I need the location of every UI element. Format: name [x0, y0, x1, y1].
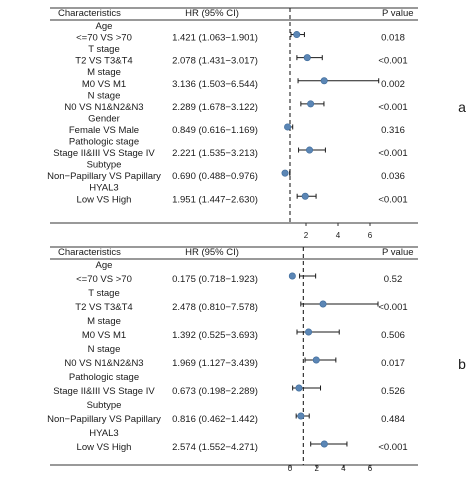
hr-point: [293, 31, 301, 39]
row-p-value: 0.526: [381, 386, 405, 397]
row-p-value: 0.484: [381, 414, 405, 425]
x-tick-label: 2: [314, 464, 319, 473]
forest-panel-b: Characteristics HR (95% CI) P value Age <=70…: [47, 246, 466, 473]
row-comparison-label: Stage II&III VS Stage IV: [53, 386, 155, 397]
row-hr-ci-text: 1.421 (1.063−1.901): [172, 33, 258, 44]
row-hr-ci-text: 0.690 (0.488−0.976): [172, 171, 258, 182]
panel-label: b: [458, 356, 466, 372]
group-label: Pathologic stage: [69, 372, 139, 383]
x-tick-label: 4: [336, 231, 341, 240]
row-comparison-label: N0 VS N1&N2&N3: [64, 358, 143, 369]
row-p-value: <0.001: [378, 56, 407, 67]
x-tick-label: 4: [341, 464, 346, 473]
hr-point: [320, 440, 328, 448]
group-label: Pathologic stage: [69, 137, 139, 148]
row-comparison-label: Low VS High: [77, 194, 132, 205]
row-comparison-label: Non−Papillary VS Papillary: [47, 414, 161, 425]
group-label: HYAL3: [89, 183, 118, 194]
row-comparison-label: <=70 VS >70: [76, 33, 132, 44]
hr-point: [306, 146, 314, 154]
row-hr-ci-text: 2.478 (0.810−7.578): [172, 302, 258, 313]
group-label: HYAL3: [89, 428, 118, 439]
row-hr-ci-text: 0.816 (0.462−1.442): [172, 414, 258, 425]
row-p-value: 0.52: [384, 274, 403, 285]
hr-point: [297, 412, 305, 420]
row-p-value: 0.018: [381, 33, 405, 44]
row-comparison-label: T2 VS T3&T4: [75, 56, 132, 67]
panel-label: a: [458, 99, 466, 115]
hr-point: [312, 356, 320, 364]
group-label: T stage: [88, 288, 120, 299]
group-label: T stage: [88, 44, 120, 55]
row-p-value: 0.506: [381, 330, 405, 341]
row-p-value: <0.001: [378, 148, 407, 159]
row-hr-ci-text: 2.221 (1.535−3.213): [172, 148, 258, 159]
row-comparison-label: <=70 VS >70: [76, 274, 132, 285]
row-hr-ci-text: 0.175 (0.718−1.923): [172, 274, 258, 285]
row-comparison-label: Female VS Male: [69, 125, 139, 136]
hr-point: [307, 100, 315, 108]
row-p-value: <0.001: [378, 302, 407, 313]
row-hr-ci-text: 2.289 (1.678−3.122): [172, 102, 258, 113]
row-p-value: 0.017: [381, 358, 405, 369]
row-comparison-label: N0 VS N1&N2&N3: [64, 102, 143, 113]
row-p-value: 0.002: [381, 79, 405, 90]
hr-point: [281, 169, 289, 177]
row-p-value: 0.036: [381, 171, 405, 182]
row-hr-ci-text: 1.392 (0.525−3.693): [172, 330, 258, 341]
row-p-value: 0.316: [381, 125, 405, 136]
row-hr-ci-text: 2.078 (1.431−3.017): [172, 56, 258, 67]
hr-point: [295, 384, 303, 392]
group-label: M stage: [87, 67, 121, 78]
hr-point: [303, 54, 311, 62]
row-p-value: <0.001: [378, 442, 407, 453]
header-characteristics: Characteristics: [58, 8, 121, 19]
row-hr-ci-text: 0.849 (0.616−1.169): [172, 125, 258, 136]
row-hr-ci-text: 0.673 (0.198−2.289): [172, 386, 258, 397]
x-tick-label: 6: [368, 231, 373, 240]
header-hr-ci: HR (95% CI): [185, 8, 239, 19]
hr-point: [288, 272, 296, 280]
row-hr-ci-text: 1.951 (1.447−2.630): [172, 194, 258, 205]
hr-point: [320, 77, 328, 85]
hr-point: [305, 328, 313, 336]
row-hr-ci-text: 1.969 (1.127−3.439): [172, 358, 258, 369]
row-comparison-label: Low VS High: [77, 442, 132, 453]
header-p-value: P value: [382, 8, 414, 19]
row-comparison-label: Stage II&III VS Stage IV: [53, 148, 155, 159]
header-characteristics: Characteristics: [58, 247, 121, 258]
header-p-value: P value: [382, 247, 414, 258]
x-tick-label: 2: [304, 231, 309, 240]
row-p-value: <0.001: [378, 102, 407, 113]
group-label: Age: [96, 21, 113, 32]
group-label: M stage: [87, 316, 121, 327]
row-hr-ci-text: 3.136 (1.503−6.544): [172, 79, 258, 90]
x-tick-label: 6: [368, 464, 373, 473]
x-tick-label: 0: [288, 464, 293, 473]
group-label: Gender: [88, 113, 120, 124]
hr-point: [301, 192, 309, 200]
group-label: Subtype: [87, 160, 122, 171]
row-p-value: <0.001: [378, 194, 407, 205]
header-hr-ci: HR (95% CI): [185, 247, 239, 258]
group-label: Subtype: [87, 400, 122, 411]
hr-point: [319, 300, 327, 308]
row-comparison-label: T2 VS T3&T4: [75, 302, 132, 313]
group-label: N stage: [88, 90, 121, 101]
row-comparison-label: M0 VS M1: [82, 79, 126, 90]
group-label: N stage: [88, 344, 121, 355]
hr-point: [284, 123, 292, 131]
row-comparison-label: M0 VS M1: [82, 330, 126, 341]
forest-panel-a: Characteristics HR (95% CI) P value Age<=70…: [47, 7, 466, 240]
row-hr-ci-text: 2.574 (1.552−4.271): [172, 442, 258, 453]
row-comparison-label: Non−Papillary VS Papillary: [47, 171, 161, 182]
group-label: Age: [96, 260, 113, 271]
